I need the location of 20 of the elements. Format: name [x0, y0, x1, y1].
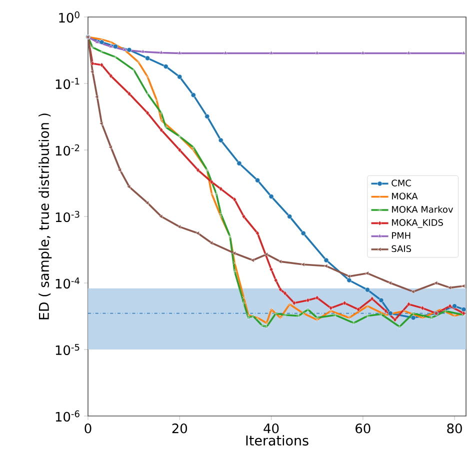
y-axis-title: ED ( sample, true distribution )	[38, 114, 52, 320]
y-tick-label: 10$^{-2}$	[56, 144, 80, 156]
legend-label: PMH	[392, 232, 410, 239]
y-tick-label: 10$^{-3}$	[56, 210, 80, 222]
x-tick-label: 80	[447, 424, 462, 434]
y-tick-label: 10$^{-5}$	[56, 344, 80, 356]
x-tick-label: 20	[172, 424, 188, 434]
legend-label: MOKA_KIDS	[392, 219, 443, 228]
x-tick-label: 40	[264, 424, 279, 434]
x-tick-label: 0	[84, 424, 92, 434]
y-tick-label: 10$^{-6}$	[56, 410, 80, 422]
x-tick-label: 60	[356, 424, 370, 434]
legend-label: MOKA	[392, 192, 418, 200]
x-axis-title: Iterations	[246, 435, 308, 446]
y-tick-label: 10$^{-1}$	[56, 78, 80, 90]
legend-label: SAIS	[392, 245, 411, 252]
legend-label: MOKA Markov	[392, 206, 454, 213]
legend-label: CMC	[392, 180, 411, 186]
y-tick-label: 10$^{0}$	[59, 11, 80, 23]
y-tick-label: 10$^{-4}$	[56, 277, 80, 289]
